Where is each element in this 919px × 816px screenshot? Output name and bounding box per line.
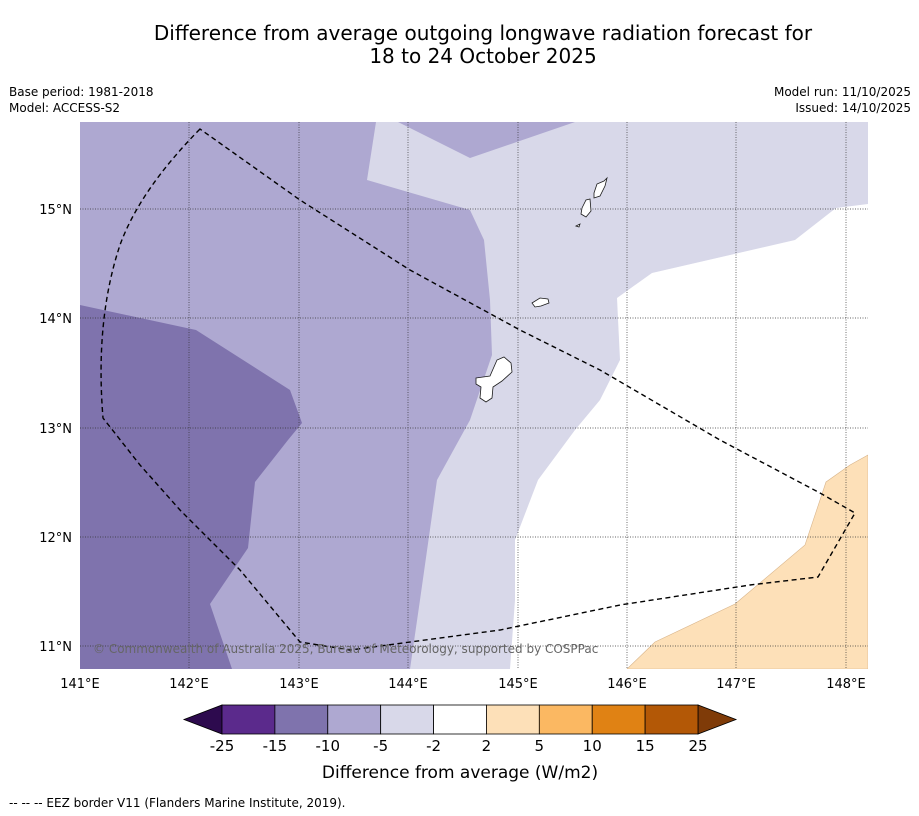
lon-tick: 143°E [279,677,319,692]
lon-tick: 148°E [826,677,866,692]
colorbar-segment [538,704,593,735]
colorbar-tick-label: -10 [316,737,341,755]
island-rota [531,297,550,308]
lon-tick: 141°E [60,677,100,692]
colorbar-extend-high [697,704,738,735]
island-aguijan [574,223,581,228]
colorbar-tick-label: 5 [535,737,545,755]
graticule [80,122,868,669]
lat-tick: 15°N [39,203,72,218]
lon-tick: 145°E [498,677,538,692]
title-line-1: Difference from average outgoing longwav… [153,21,813,45]
meta-right: Model run: 11/10/2025 Issued: 14/10/2025 [774,84,911,116]
colorbar-tick-label: -25 [210,737,235,755]
lat-axis: 15°N 14°N 13°N 12°N 11°N [39,203,72,655]
colorbar-segment [380,704,434,735]
model-name: Model: ACCESS-S2 [9,101,121,115]
map-panel: © Commonwealth of Australia 2025, Bureau… [80,122,868,669]
islands [475,176,608,403]
region-minus-15-to-minus-10 [80,305,302,669]
lon-axis: 141°E 142°E 143°E 144°E 145°E 146°E 147°… [60,677,866,692]
island-guam [475,356,513,403]
colorbar-extend-low [182,704,223,735]
title-line-2: 18 to 24 October 2025 [369,44,597,68]
region-minus-10-to-minus-5-top [398,122,575,158]
island-tinian [580,198,592,218]
colorbar-tick-label: -5 [373,737,388,755]
colorbar-segment [433,704,487,735]
colorbar-tick-label: 25 [688,737,707,755]
island-saipan [593,176,608,199]
lon-tick: 144°E [388,677,428,692]
colorbar-tick-label: 2 [482,737,492,755]
colorbar-tick-label: -15 [263,737,288,755]
lat-tick: 13°N [39,422,72,437]
eez-border [100,128,856,651]
model-run: Model run: 11/10/2025 [773,85,911,99]
colorbar-tick-label: 10 [583,737,602,755]
lat-tick: 12°N [39,531,72,546]
lat-tick: 11°N [39,640,72,655]
region-minus-2-to-2 [510,204,868,669]
eez-legend: -- -- -- EEZ border V11 (Flanders Marine… [9,796,346,810]
colorbar-segment [274,704,329,735]
meta-left: Base period: 1981-2018 Model: ACCESS-S2 [9,84,154,116]
lon-tick: 147°E [716,677,756,692]
colorbar-tick-label: 15 [636,737,655,755]
lon-tick: 142°E [169,677,209,692]
colorbar: -25 -15 -10 -5 -2 2 5 10 15 25 [182,704,738,755]
lon-tick: 146°E [607,677,647,692]
colorbar-segment [591,704,646,735]
region-plus-2-to-5 [626,454,868,669]
colorbar-segment [221,704,276,735]
base-period: Base period: 1981-2018 [9,85,154,99]
issued-date: Issued: 14/10/2025 [795,101,911,115]
colorbar-segment [486,704,540,735]
colorbar-segment [327,704,382,735]
copyright-text: © Commonwealth of Australia 2025, Bureau… [93,642,598,656]
chart-title: Difference from average outgoing longwav… [0,22,919,68]
colorbar-segment [644,704,699,735]
colorbar-tick-label: -2 [426,737,441,755]
lat-tick: 14°N [39,312,72,327]
colorbar-label: Difference from average (W/m2) [322,763,598,783]
